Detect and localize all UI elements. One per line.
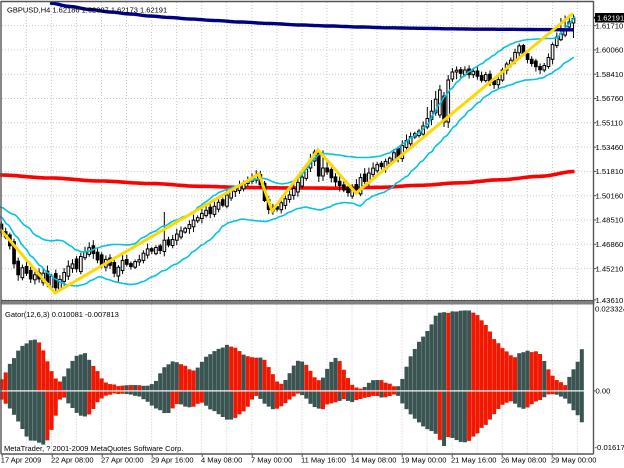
svg-text:1.45210: 1.45210 — [596, 264, 624, 273]
svg-text:1.50160: 1.50160 — [596, 191, 624, 200]
svg-text:1.48510: 1.48510 — [596, 216, 624, 225]
svg-text:1.60060: 1.60060 — [596, 46, 624, 55]
svg-text:1.51810: 1.51810 — [596, 167, 624, 176]
svg-text:7 May 00:00: 7 May 00:00 — [251, 456, 292, 465]
svg-text:1.46860: 1.46860 — [596, 240, 624, 249]
svg-text:1.56760: 1.56760 — [596, 94, 624, 103]
svg-text:1.43610: 1.43610 — [596, 296, 624, 305]
svg-text:1.62191: 1.62191 — [597, 14, 624, 23]
svg-text:1.61710: 1.61710 — [596, 21, 624, 30]
svg-text:26 May 08:00: 26 May 08:00 — [501, 456, 546, 465]
svg-text:0.00: 0.00 — [596, 387, 611, 396]
svg-text:1.55110: 1.55110 — [596, 119, 623, 128]
svg-text:Gator(12,6,3) 0.010081 -0.0078: Gator(12,6,3) 0.010081 -0.007813 — [5, 310, 119, 319]
svg-text:29 May 00:00: 29 May 00:00 — [551, 456, 596, 465]
svg-text:0.023324: 0.023324 — [595, 305, 624, 314]
svg-text:19 May 00:00: 19 May 00:00 — [401, 456, 446, 465]
svg-text:14 May 08:00: 14 May 08:00 — [351, 456, 396, 465]
svg-text:22 Apr 08:00: 22 Apr 08:00 — [51, 456, 94, 465]
svg-text:17 Apr 2009: 17 Apr 2009 — [1, 456, 41, 465]
svg-text:27 Apr 00:00: 27 Apr 00:00 — [101, 456, 144, 465]
svg-text:1.53460: 1.53460 — [596, 143, 624, 152]
svg-text:29 Apr 16:00: 29 Apr 16:00 — [151, 456, 194, 465]
svg-text:GBPUSD,H4 1.62186 1.62307 1.6: GBPUSD,H4 1.62186 1.62307 1.62173 1.6219… — [7, 6, 167, 15]
svg-text:11 May 16:00: 11 May 16:00 — [301, 456, 346, 465]
svg-text:-0.01617: -0.01617 — [595, 443, 624, 452]
svg-text:21 May 16:00: 21 May 16:00 — [451, 456, 496, 465]
svg-text:1.58410: 1.58410 — [596, 70, 624, 79]
svg-text:4 May 08:00: 4 May 08:00 — [201, 456, 242, 465]
svg-text:MetaTrader, ? 2001-2009 MetaQu: MetaTrader, ? 2001-2009 MetaQuotes Softw… — [4, 444, 183, 453]
